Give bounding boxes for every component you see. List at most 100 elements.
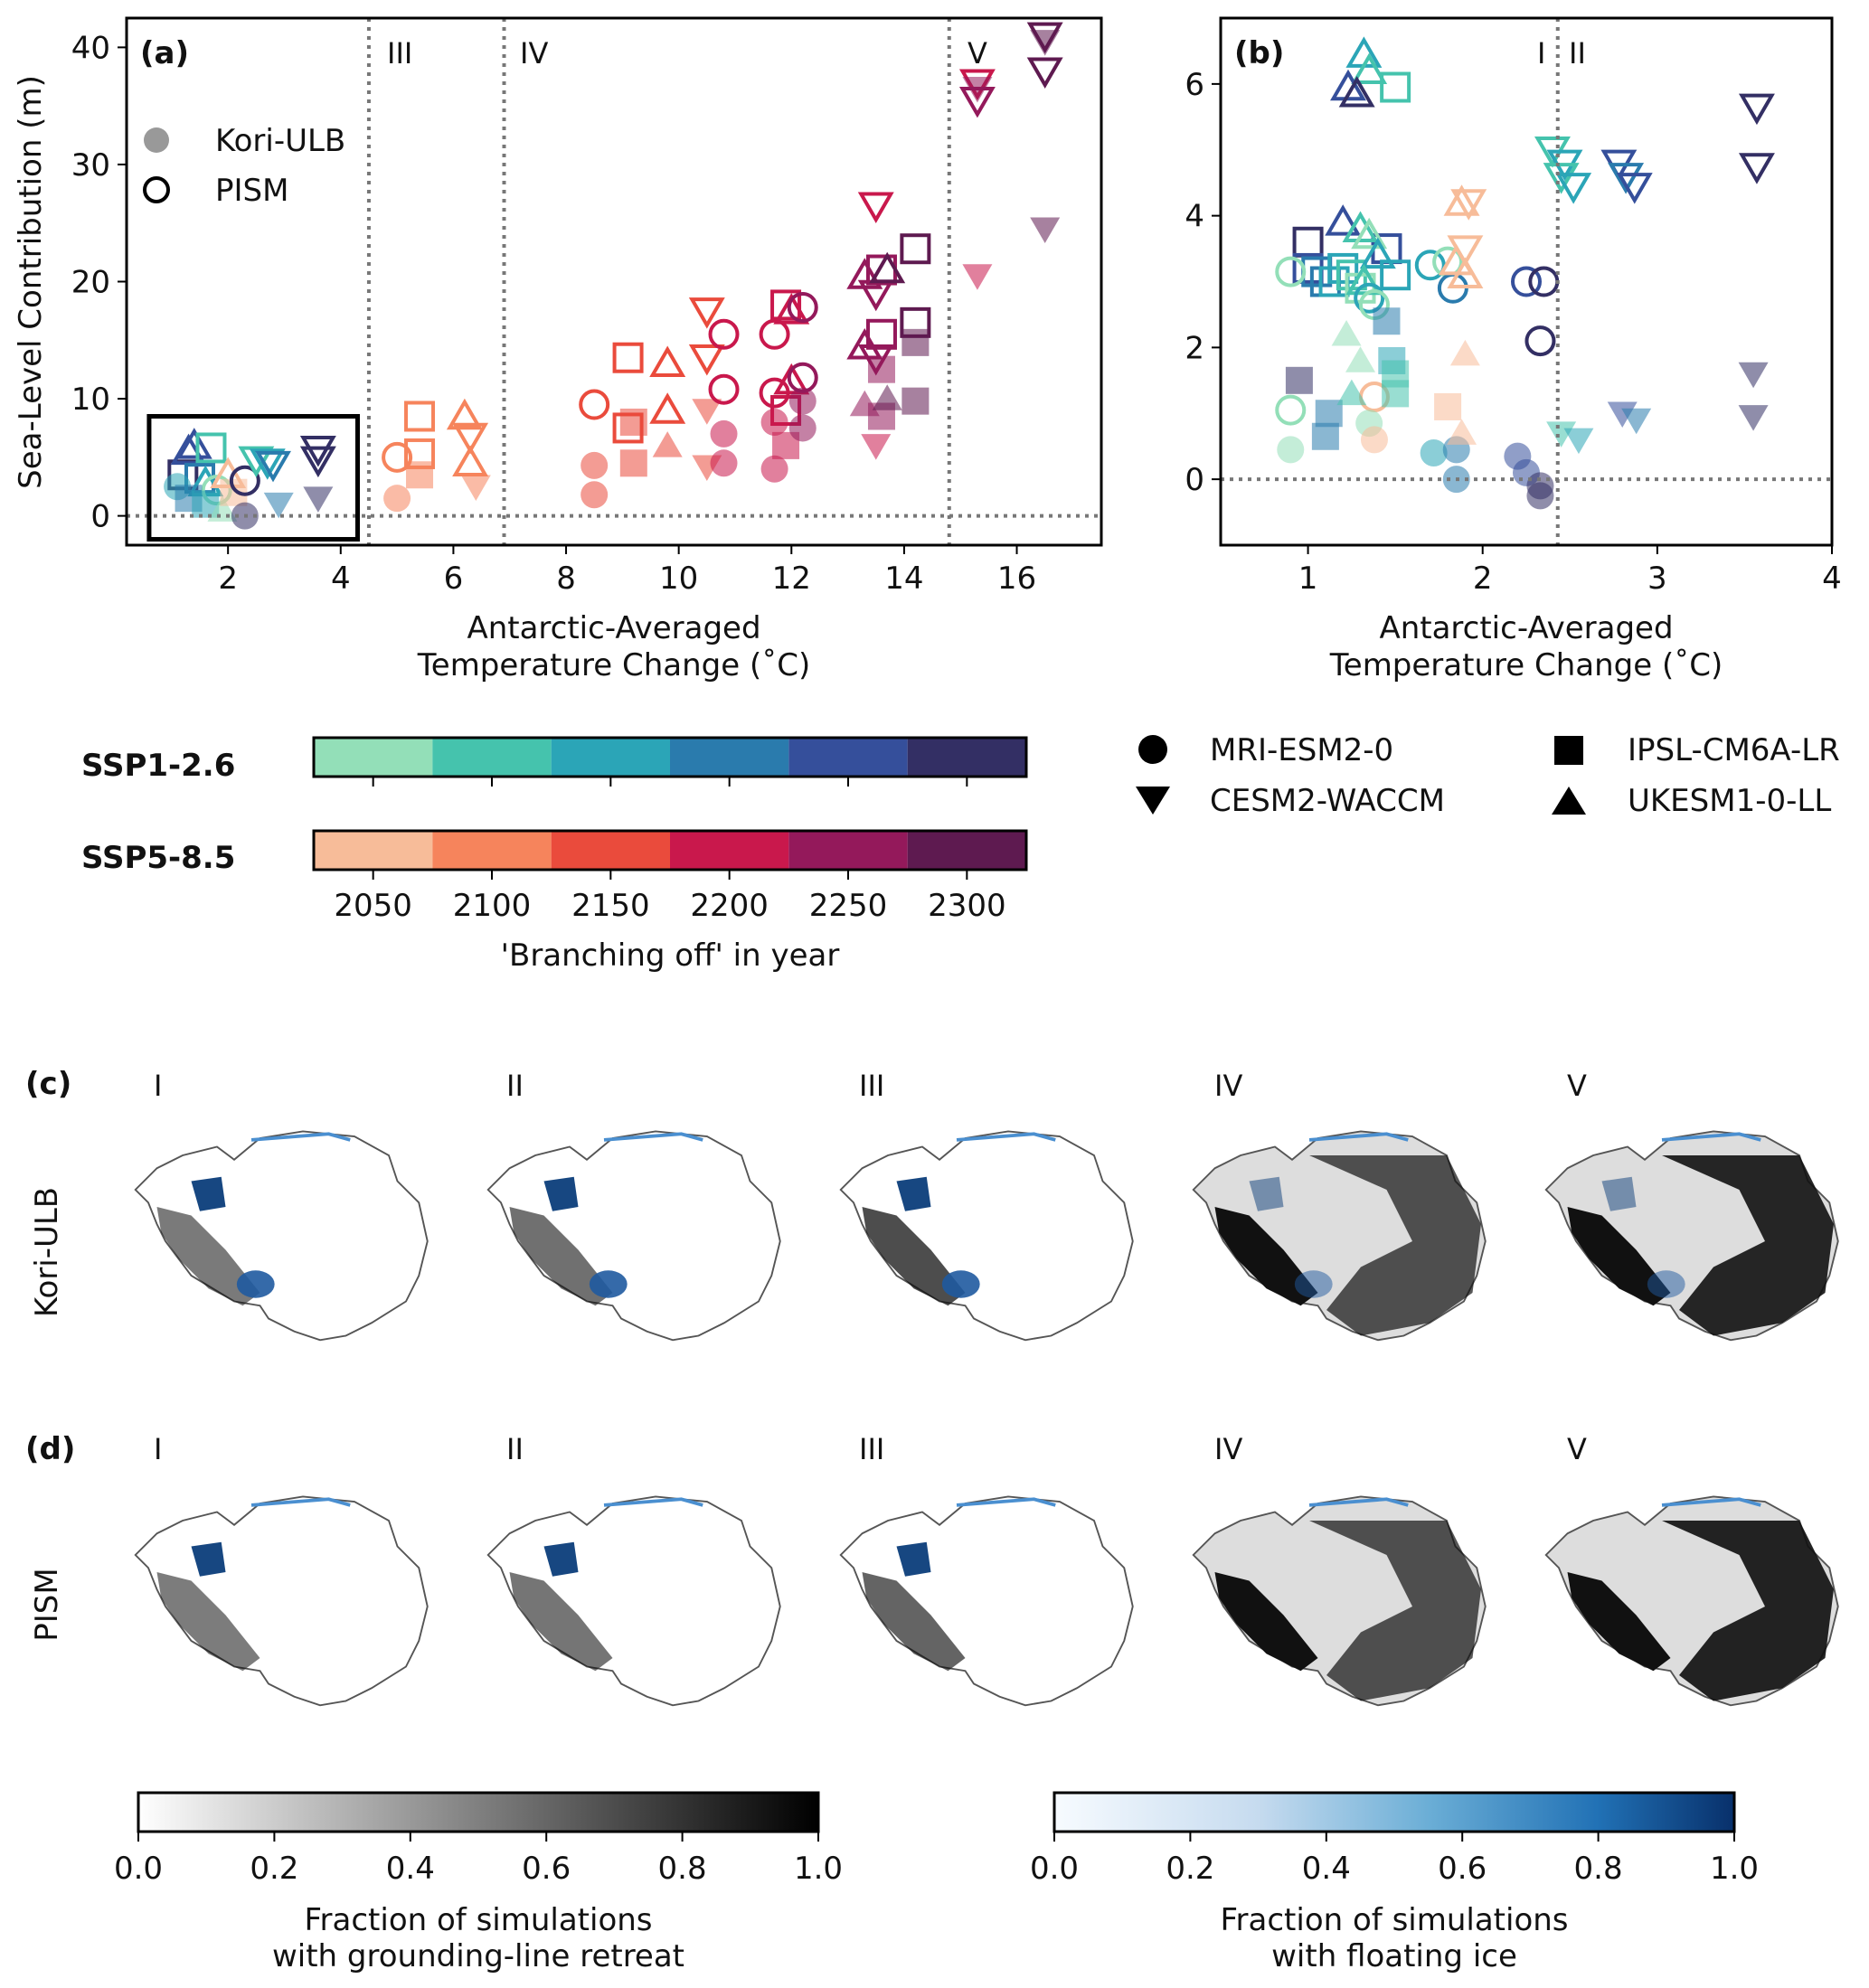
panel-a-ylabel: Sea-Level Contribution (m) (13, 75, 49, 489)
x-tick-label: 3 (1647, 561, 1667, 597)
ssp585-colorbar (312, 829, 1028, 872)
antarctica-map (134, 1130, 429, 1342)
floating-ice-ross (543, 1541, 579, 1577)
open-data-point (612, 342, 644, 373)
open-data-point (446, 398, 483, 430)
antarctica-map (1192, 1495, 1487, 1707)
open-data-point (649, 345, 686, 377)
open-data-point (1447, 235, 1484, 267)
fraction-tick-label: 0.6 (1438, 1851, 1487, 1887)
open-data-point (452, 445, 489, 477)
x-tick-label: 6 (444, 561, 464, 597)
filled-data-point (619, 449, 647, 477)
open-data-point (708, 318, 740, 350)
filled-data-point (383, 485, 411, 513)
ssp126-segment (788, 738, 908, 777)
floating-label-1: Fraction of simulations (1220, 1902, 1568, 1938)
y-tick-label: 2 (1185, 330, 1204, 366)
open-data-point (857, 192, 894, 224)
legend-open-marker (143, 176, 170, 203)
regime-label-iv: IV (520, 36, 548, 71)
row-c-regime-ii: II (506, 1069, 524, 1103)
grounding-retreat-colorbar (137, 1791, 820, 1833)
panel-b-xlabel-2: Temperature Change (˚C) (1329, 647, 1723, 683)
antarctica-map (486, 1495, 781, 1707)
y-tick-label: 30 (71, 147, 110, 184)
x-tick-label: 16 (997, 561, 1036, 597)
open-data-point (759, 318, 790, 350)
open-data-point (452, 422, 489, 455)
open-data-point (1443, 184, 1480, 216)
panel-a-ticks: 2 4 6 8 10 12 14 16 0 10 20 30 40 (71, 30, 1036, 597)
open-data-point (900, 233, 931, 265)
filled-data-point (1285, 366, 1313, 394)
ssp-colorbars: SSP1-2.6 SSP5-8.5 2050 2100 2150 2200 2250 23… (81, 736, 1028, 974)
open-data-point (1327, 252, 1359, 284)
filled-data-point (1311, 422, 1339, 450)
filled-data-point (619, 408, 647, 436)
filled-data-point (1373, 307, 1401, 335)
antarctica-map (839, 1495, 1134, 1707)
circle-marker-icon (1138, 735, 1167, 764)
y-tick-label: 4 (1185, 199, 1204, 235)
filled-data-point (652, 431, 683, 457)
row-c-model-label: Kori-ULB (29, 1187, 65, 1317)
open-data-point (1543, 163, 1580, 194)
floating-ice-ross (543, 1176, 579, 1211)
filled-data-point (460, 475, 491, 501)
floating-ice-ronne (1647, 1270, 1685, 1298)
floating-ice-coast (956, 1497, 1056, 1507)
year-tick-label: 2200 (690, 888, 769, 924)
row-d-regime-ii: II (506, 1432, 524, 1466)
open-data-point (1342, 211, 1379, 242)
fraction-tick-label: 0.4 (1302, 1851, 1351, 1887)
panel-a-xlabel-1: Antarctic-Averaged (467, 610, 760, 646)
bottom-colorbar-ticks: 0.0 0.2 0.4 0.6 0.8 1.0 0.0 0.2 0.4 0.6 0.8 1.0 (114, 1832, 1759, 1887)
year-tick-label: 2100 (453, 888, 532, 924)
y-tick-label: 20 (71, 265, 110, 301)
ssp585-segment (670, 831, 789, 870)
grounding-retreat-east (1309, 1155, 1481, 1336)
open-data-point (869, 251, 906, 284)
open-data-point (1330, 69, 1366, 101)
down-triangle-marker-icon (1136, 787, 1170, 815)
panel-b-xlabel-1: Antarctic-Averaged (1379, 610, 1673, 646)
open-data-point (1026, 57, 1063, 90)
filled-data-point (1345, 346, 1376, 372)
ssp-colorbar-ticks: 2050 2100 2150 2200 2250 2300 (334, 777, 1006, 924)
legend-cesm2-waccm: CESM2-WACCM (1210, 783, 1445, 819)
legend-ukesm1: UKESM1-0-LL (1628, 783, 1831, 819)
filled-data-point (1447, 419, 1477, 445)
filled-data-point (581, 481, 609, 509)
open-data-point (1524, 325, 1556, 357)
open-data-point (1351, 217, 1388, 250)
legend-mri-esm2: MRI-ESM2-0 (1210, 732, 1393, 768)
filled-data-point (1449, 339, 1480, 366)
ssp126-segment (314, 738, 433, 777)
open-data-point (708, 373, 740, 405)
branching-axis-label: 'Branching off' in year (501, 937, 840, 974)
fraction-tick-label: 0.4 (386, 1851, 435, 1887)
open-data-point (1359, 237, 1396, 269)
row-d-label: (d) (25, 1431, 75, 1467)
y-tick-label: 40 (71, 30, 110, 66)
floating-ice-coast (1661, 1497, 1761, 1507)
year-tick-label: 2300 (928, 888, 1006, 924)
open-data-point (1275, 394, 1307, 426)
filled-data-point (1563, 428, 1594, 455)
ssp585-segment (788, 831, 908, 870)
x-tick-label: 4 (1822, 561, 1842, 597)
open-data-point (688, 344, 725, 376)
filled-data-point (1277, 436, 1305, 464)
ssp126-segment (432, 738, 552, 777)
row-c-regime-v: V (1567, 1069, 1587, 1103)
panel-a-xlabel-2: Temperature Change (˚C) (417, 647, 810, 683)
filled-data-point (1030, 30, 1061, 56)
filled-data-point (788, 414, 817, 442)
open-data-point (773, 363, 810, 395)
row-d-model-label: PISM (29, 1568, 65, 1641)
grounding-retreat-west (509, 1572, 613, 1672)
ssp126-segment (551, 738, 670, 777)
fraction-tick-label: 0.2 (1166, 1851, 1214, 1887)
grounding-label-1: Fraction of simulations (304, 1902, 652, 1938)
